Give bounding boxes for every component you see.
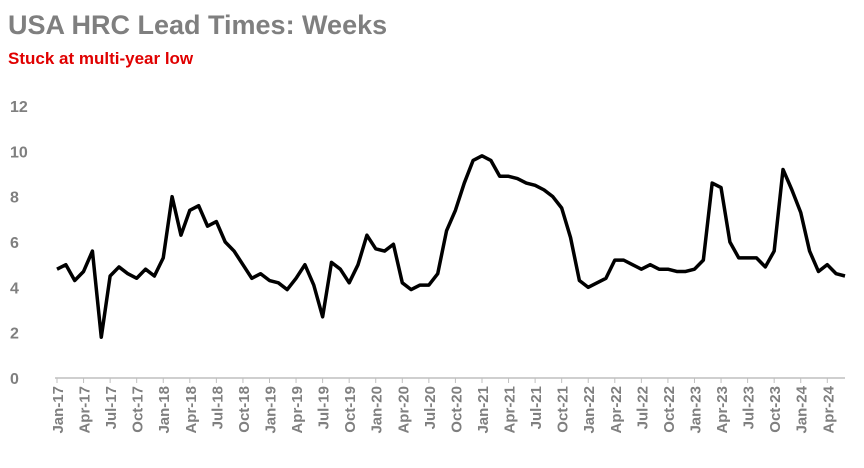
x-tick-label: Oct-20 <box>448 386 465 433</box>
x-tick-label: Jan-22 <box>581 386 598 434</box>
x-tick-label: Jul-23 <box>741 386 758 429</box>
chart-subtitle: Stuck at multi-year low <box>8 49 194 68</box>
x-tick-label: Jan-23 <box>687 386 704 434</box>
x-tick-label: Apr-22 <box>608 386 625 434</box>
x-tick-label: Jan-17 <box>50 386 67 434</box>
y-tick-label: 6 <box>10 235 19 252</box>
x-tick-label: Jul-22 <box>634 386 651 429</box>
y-tick-label: 12 <box>10 99 28 116</box>
x-tick-label: Oct-18 <box>236 386 253 433</box>
x-tick-label: Jul-20 <box>422 386 439 429</box>
x-tick-label: Jul-19 <box>316 386 333 429</box>
x-tick-label: Apr-23 <box>714 386 731 434</box>
x-tick-label: Oct-23 <box>767 386 784 433</box>
x-tick-label: Jan-20 <box>369 386 386 434</box>
y-tick-label: 8 <box>10 190 19 207</box>
x-tick-label: Apr-19 <box>289 386 306 434</box>
x-tick-label: Apr-24 <box>820 385 837 433</box>
x-tick-label: Jul-21 <box>528 386 545 429</box>
y-tick-label: 0 <box>10 371 19 388</box>
x-tick-label: Oct-17 <box>130 386 147 433</box>
y-tick-label: 2 <box>10 326 19 343</box>
x-tick-label: Jul-17 <box>103 386 120 429</box>
x-tick-label: Oct-21 <box>555 386 572 433</box>
line-series <box>56 154 846 339</box>
y-tick-label: 10 <box>10 144 28 161</box>
x-tick-label: Jan-18 <box>156 386 173 434</box>
x-tick-label: Jan-21 <box>475 386 492 434</box>
x-tick-label: Apr-18 <box>183 386 200 434</box>
x-tick-label: Apr-17 <box>77 386 94 434</box>
x-tick-label: Oct-19 <box>342 386 359 433</box>
x-tick-label: Jan-24 <box>794 385 811 433</box>
x-tick-label: Jan-19 <box>262 386 279 434</box>
x-tick-label: Apr-21 <box>502 386 519 434</box>
y-tick-label: 4 <box>10 280 19 297</box>
x-tick-label: Jul-18 <box>209 386 226 429</box>
x-tick-label: Apr-20 <box>395 386 412 434</box>
chart-title: USA HRC Lead Times: Weeks <box>8 10 387 40</box>
x-tick-label: Oct-22 <box>661 386 678 433</box>
